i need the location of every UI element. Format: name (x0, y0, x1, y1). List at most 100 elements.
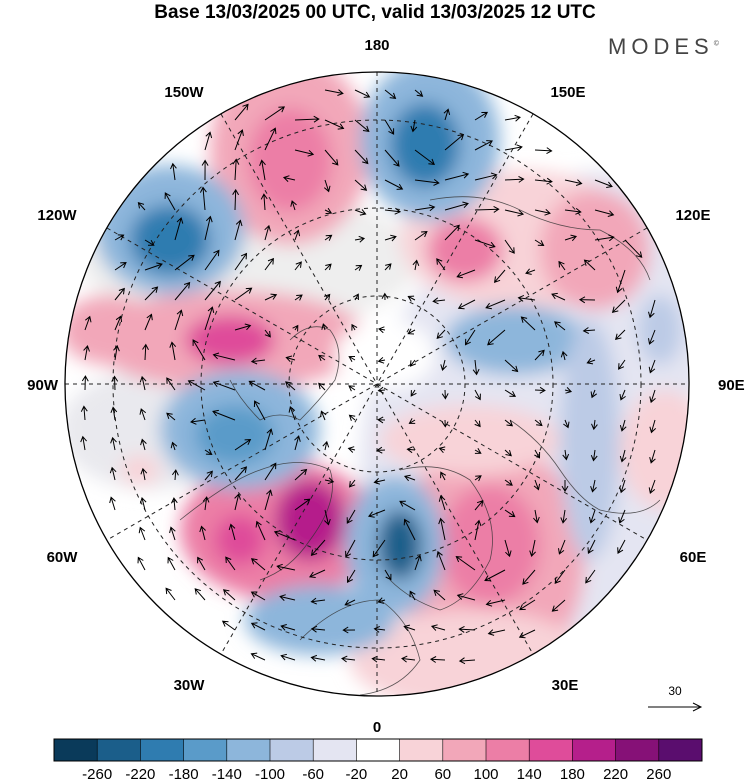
wind-arrow (354, 264, 363, 271)
positive-anomaly-core (275, 480, 345, 560)
wind-arrow (504, 144, 523, 152)
coastline-scandinavia (389, 466, 493, 611)
reference-vector-label: 30 (668, 684, 682, 698)
wind-arrow (590, 449, 598, 462)
colorbar-cell (572, 739, 617, 761)
wind-arrow (114, 287, 125, 301)
negative-anomaly (560, 320, 620, 560)
wind-arrow (403, 518, 416, 541)
wind-arrow (349, 479, 356, 488)
wind-arrow (321, 323, 328, 331)
wind-arrow (414, 179, 440, 186)
lon-label-90e: 90E (718, 377, 745, 394)
wind-arrow (564, 179, 583, 186)
wind-arrow (534, 177, 553, 185)
wind-arrow (615, 329, 626, 340)
colorbar-cell (356, 739, 401, 761)
wind-arrow (190, 417, 206, 425)
colorbar-cell (658, 739, 703, 761)
wind-arrow (282, 175, 296, 182)
wind-arrow (80, 435, 87, 451)
wind-arrow (250, 622, 266, 631)
wind-arrow (373, 478, 386, 485)
wind-arrow (493, 269, 506, 283)
wind-arrow (354, 89, 371, 98)
wind-arrow (248, 380, 266, 391)
coastline-greenland (179, 462, 333, 581)
wind-arrow (615, 269, 626, 294)
wind-vectors (80, 89, 657, 665)
wind-arrow (111, 375, 119, 391)
wind-arrow (458, 657, 476, 665)
wind-arrow (114, 234, 125, 241)
positive-anomaly-core (185, 315, 275, 365)
wind-arrow (174, 254, 195, 271)
coastline-asia (509, 419, 661, 514)
colorbar-tick-labels: -260 -220 -180 -140 -100 -60 -20 20 60 100 140 180 2… (82, 766, 671, 783)
wind-arrow (310, 625, 326, 633)
wind-arrow (288, 405, 296, 421)
wind-arrow (378, 326, 386, 334)
wind-arrow (504, 539, 512, 558)
graticule (65, 72, 689, 696)
wind-arrow (377, 416, 386, 424)
wind-arrow (318, 354, 326, 362)
wind-arrow (403, 474, 416, 482)
wind-arrow (377, 597, 386, 604)
wind-arrow (624, 239, 643, 258)
lon-label-0: 0 (373, 719, 381, 736)
wind-arrow (294, 149, 315, 157)
wind-arrow (560, 509, 568, 524)
wind-arrow (563, 419, 570, 429)
wind-arrow (174, 309, 184, 331)
wind-arrow (474, 111, 489, 121)
wind-arrow (285, 381, 296, 391)
wind-arrow (504, 209, 525, 217)
negative-anomaly (638, 295, 682, 365)
wind-arrow (444, 224, 460, 241)
wind-arrow (649, 449, 656, 464)
wind-arrow (440, 359, 447, 371)
wind-arrow (166, 412, 176, 421)
wind-arrow (348, 385, 356, 392)
wind-arrow (561, 480, 569, 493)
wind-arrow (310, 654, 326, 662)
wind-arrow (474, 239, 496, 249)
colorbar-cell (486, 739, 530, 761)
wind-arrow (648, 479, 656, 495)
wind-arrow (165, 587, 176, 601)
wind-arrow (324, 89, 344, 96)
wind-arrow (429, 656, 446, 663)
wind-arrow (280, 624, 296, 631)
wind-arrow (456, 593, 476, 601)
wind-arrow (194, 588, 206, 601)
wind-arrow (342, 626, 356, 634)
wind-arrow (204, 215, 213, 241)
wind-arrow (377, 386, 386, 394)
colorbar-tick-label: -60 (302, 766, 324, 783)
wind-arrow (533, 479, 541, 491)
positive-anomaly-core (248, 108, 332, 212)
wind-arrow (534, 386, 546, 394)
wind-arrow (504, 114, 521, 122)
wind-arrow (234, 323, 252, 331)
wind-arrow (110, 406, 118, 421)
wind-arrow (264, 257, 274, 271)
wind-arrow (487, 329, 506, 346)
colorbar-cell (97, 739, 141, 761)
wind-arrow (354, 179, 368, 191)
colorbar-tick-label: 220 (603, 766, 628, 783)
lon-label-150e: 150E (550, 84, 585, 101)
wind-arrow (474, 205, 500, 213)
lon-label-90w: 90W (27, 377, 59, 394)
wind-arrow (170, 441, 178, 451)
wind-arrow (619, 479, 626, 494)
wind-arrow (520, 316, 536, 331)
wind-arrow (294, 115, 320, 123)
wind-arrow (432, 297, 446, 305)
brand-name: MODES (608, 34, 714, 59)
wind-arrow (264, 224, 271, 241)
wind-arrow (384, 89, 397, 100)
wind-arrow (348, 414, 356, 421)
wind-arrow (290, 200, 297, 211)
